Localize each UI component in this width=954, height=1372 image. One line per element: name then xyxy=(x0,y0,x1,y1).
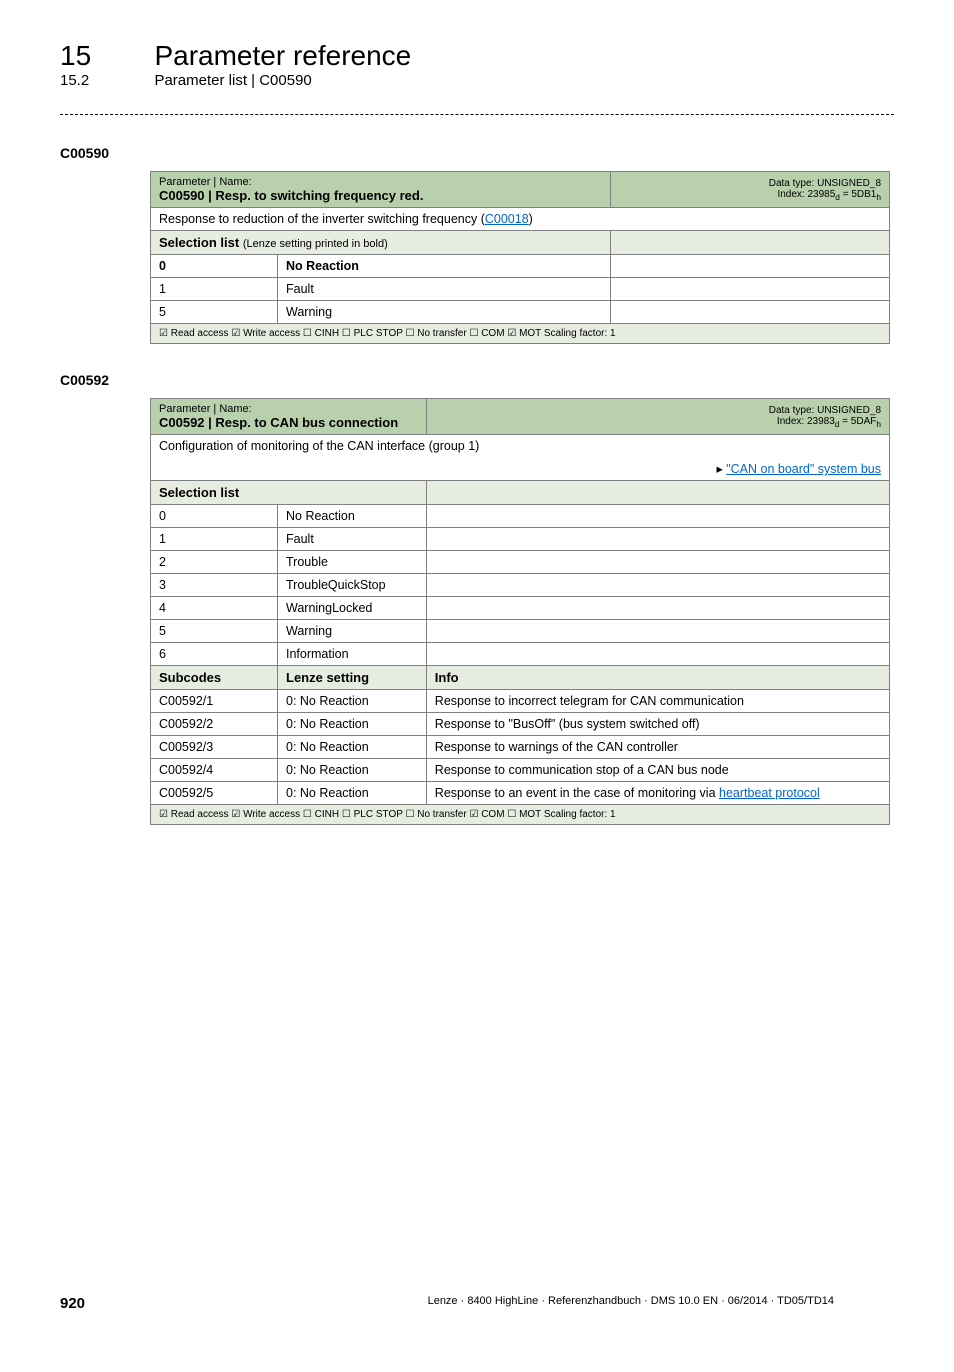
arrow-icon: ▸ xyxy=(716,462,726,476)
link-can-on-board[interactable]: "CAN on board" system bus xyxy=(726,462,881,476)
sel-num: 5 xyxy=(151,301,278,324)
sel-num: 2 xyxy=(151,551,278,574)
sel-num: 0 xyxy=(151,255,278,278)
param-name-label: Parameter | Name: xyxy=(159,403,252,415)
subcodes-col: Subcodes xyxy=(151,666,278,690)
divider xyxy=(60,114,894,115)
datatype: Data type: UNSIGNED_8 xyxy=(769,178,881,189)
sel-num: 1 xyxy=(151,528,278,551)
section-number: 15.2 xyxy=(60,72,150,89)
page-header: 15 Parameter reference 15.2 Parameter li… xyxy=(60,40,894,90)
index: Index: 23985 xyxy=(777,189,835,200)
desc-text: Configuration of monitoring of the CAN i… xyxy=(151,435,890,458)
subcode-setting: 0: No Reaction xyxy=(278,736,427,759)
sel-label: TroubleQuickStop xyxy=(278,574,427,597)
sel-label: Warning xyxy=(278,620,427,643)
footer-text: Lenze · 8400 HighLine · Referenzhandbuch… xyxy=(428,1295,834,1307)
index: Index: 23983 xyxy=(777,416,835,427)
link-heartbeat-protocol[interactable]: heartbeat protocol xyxy=(719,786,820,800)
sel-num: 0 xyxy=(151,505,278,528)
selection-list-note: (Lenze setting printed in bold) xyxy=(243,238,388,250)
sel-label: Information xyxy=(278,643,427,666)
lenze-setting-col: Lenze setting xyxy=(278,666,427,690)
param-title: C00592 | Resp. to CAN bus connection xyxy=(159,415,398,430)
subcode: C00592/3 xyxy=(151,736,278,759)
subcode-setting: 0: No Reaction xyxy=(278,782,427,805)
subcode: C00592/2 xyxy=(151,713,278,736)
chapter-number: 15 xyxy=(60,40,150,72)
param-title: C00590 | Resp. to switching frequency re… xyxy=(159,188,423,203)
link-c00018[interactable]: C00018 xyxy=(485,212,529,226)
subcode-info: Response to an event in the case of moni… xyxy=(426,782,889,805)
info-col: Info xyxy=(426,666,889,690)
subcode-setting: 0: No Reaction xyxy=(278,713,427,736)
sel-label: Fault xyxy=(278,528,427,551)
param-table-c00590: Parameter | Name: C00590 | Resp. to swit… xyxy=(150,171,890,344)
sel-label: Fault xyxy=(278,278,611,301)
subcode: C00592/4 xyxy=(151,759,278,782)
subcode: C00592/5 xyxy=(151,782,278,805)
datatype: Data type: UNSIGNED_8 xyxy=(769,405,881,416)
subcode-info: Response to "BusOff" (bus system switche… xyxy=(426,713,889,736)
subcode: C00592/1 xyxy=(151,690,278,713)
access-footer: ☑ Read access ☑ Write access ☐ CINH ☐ PL… xyxy=(151,805,890,825)
param-code-c00590: C00590 xyxy=(60,145,894,161)
sel-label: Trouble xyxy=(278,551,427,574)
page-footer: 920 Lenze · 8400 HighLine · Referenzhand… xyxy=(60,1295,894,1312)
subcode-info: Response to warnings of the CAN controll… xyxy=(426,736,889,759)
sel-num: 4 xyxy=(151,597,278,620)
sel-label: Warning xyxy=(278,301,611,324)
sel-num: 1 xyxy=(151,278,278,301)
chapter-title: Parameter reference xyxy=(154,40,411,72)
section-title: Parameter list | C00590 xyxy=(154,72,311,89)
selection-list-label: Selection list xyxy=(159,235,239,250)
param-name-label: Parameter | Name: xyxy=(159,176,252,188)
param-code-c00592: C00592 xyxy=(60,372,894,388)
desc-text: Response to reduction of the inverter sw… xyxy=(159,212,485,226)
sel-label: WarningLocked xyxy=(278,597,427,620)
subcode-info: Response to incorrect telegram for CAN c… xyxy=(426,690,889,713)
subcode-info: Response to communication stop of a CAN … xyxy=(426,759,889,782)
param-table-c00592: Parameter | Name: C00592 | Resp. to CAN … xyxy=(150,398,890,825)
subcode-setting: 0: No Reaction xyxy=(278,690,427,713)
sel-num: 5 xyxy=(151,620,278,643)
page-number: 920 xyxy=(60,1295,85,1312)
subcode-setting: 0: No Reaction xyxy=(278,759,427,782)
sel-num: 3 xyxy=(151,574,278,597)
sel-label: No Reaction xyxy=(278,505,427,528)
sel-label: No Reaction xyxy=(278,255,611,278)
access-footer: ☑ Read access ☑ Write access ☐ CINH ☐ PL… xyxy=(151,324,890,344)
sel-num: 6 xyxy=(151,643,278,666)
selection-list-label: Selection list xyxy=(151,481,427,505)
